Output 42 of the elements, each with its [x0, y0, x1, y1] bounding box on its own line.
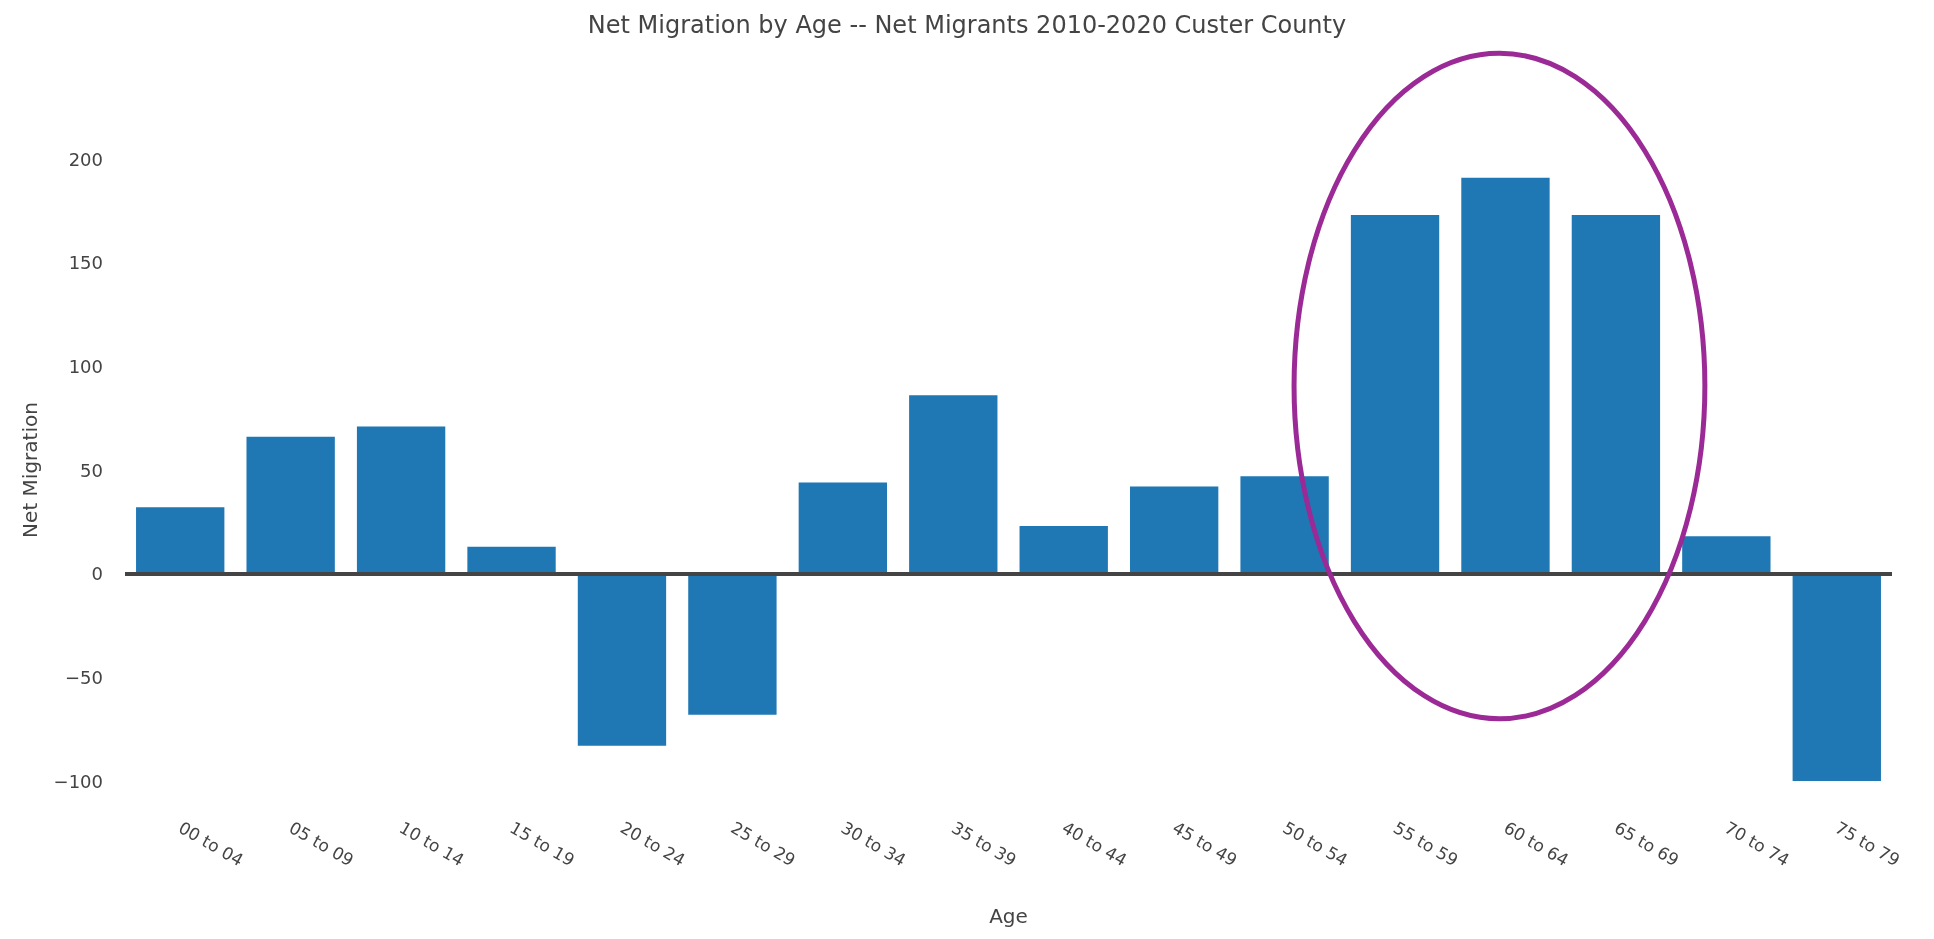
bar [577, 573, 667, 746]
bar [688, 573, 777, 715]
y-tick-label: 200 [68, 148, 103, 170]
bar [1682, 536, 1771, 574]
bar [1461, 177, 1550, 574]
x-tick-label: 45 to 49 [1169, 817, 1241, 871]
x-tick-label: 70 to 74 [1721, 817, 1793, 871]
x-tick-label: 60 to 64 [1500, 817, 1573, 871]
x-tick-label: 55 to 59 [1390, 817, 1462, 871]
y-tick-label: 50 [80, 459, 103, 481]
x-tick-label: 75 to 79 [1831, 817, 1904, 871]
bar [798, 482, 888, 574]
y-tick-label: 150 [68, 252, 103, 274]
bar [1240, 476, 1329, 574]
x-tick-label: 20 to 24 [616, 817, 689, 871]
x-tick-label: 10 to 14 [396, 817, 468, 871]
bar [1019, 525, 1108, 574]
x-tick-label: 05 to 09 [285, 817, 358, 871]
x-tick-label: 00 to 04 [175, 817, 247, 871]
bar [1571, 214, 1661, 574]
bar [467, 546, 556, 574]
y-axis-title: Net Migration [18, 402, 42, 538]
bar [1350, 214, 1440, 574]
bar [136, 507, 225, 574]
bar [1792, 573, 1881, 781]
y-tick-label: 0 [91, 563, 103, 585]
x-axis-title: Age [989, 904, 1028, 928]
x-tick-label: 25 to 29 [727, 817, 799, 871]
x-tick-label: 40 to 44 [1058, 817, 1131, 871]
x-tick-label: 50 to 54 [1279, 817, 1352, 871]
bar [909, 395, 998, 574]
x-tick-label: 65 to 69 [1610, 817, 1683, 871]
y-tick-label: −50 [65, 666, 103, 688]
bar [246, 436, 335, 574]
bar [1129, 486, 1219, 574]
chart-title: Net Migration by Age -- Net Migrants 2010-2020 Custer County [587, 11, 1347, 39]
y-tick-label: 100 [68, 355, 103, 377]
x-tick-label: 35 to 39 [948, 817, 1020, 871]
bar [356, 426, 446, 574]
x-tick-label: 15 to 19 [506, 817, 579, 871]
y-tick-label: −100 [53, 770, 103, 792]
x-tick-label: 30 to 34 [837, 817, 910, 871]
